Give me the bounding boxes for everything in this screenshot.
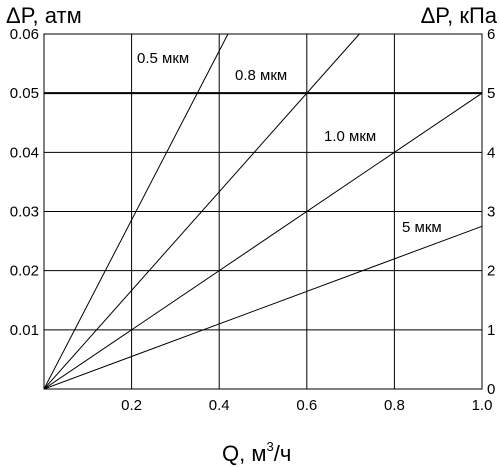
- series-label-0-8: 0.8 мкм: [235, 67, 287, 84]
- y-left-tick-label-5: 0.06: [10, 26, 39, 43]
- ticks: 0.2 0.4 0.6 0.8 1.00.010.020.030.040.050.060…: [10, 26, 496, 414]
- y-left-tick-label-1: 0.02: [10, 263, 39, 280]
- y-right-tick-label-6: 6: [487, 26, 495, 43]
- series-line-1-0: [43, 92, 483, 390]
- series-label-1-0: 1.0 мкм: [324, 128, 376, 145]
- plot-frame: [43, 33, 483, 390]
- y-right-tick-label-5: 5: [487, 85, 495, 102]
- series-label-0-5: 0.5 мкм: [137, 50, 189, 67]
- y-right-tick-label-3: 3: [487, 204, 495, 221]
- y-right-tick-label-2: 2: [487, 263, 495, 280]
- x-axis-title-suffix: /ч: [274, 441, 292, 466]
- series-line-0-8: [43, 33, 360, 390]
- x-axis-title-main: Q, м: [222, 441, 266, 466]
- y-right-tick-label-0: 0: [487, 381, 495, 398]
- y-left-tick-label-4: 0.05: [10, 85, 39, 102]
- x-axis-title: Q, м3/ч: [222, 439, 291, 466]
- grid: [44, 34, 482, 389]
- x-tick-label-3: 0.8: [384, 397, 405, 414]
- y-right-tick-label-1: 1: [487, 322, 495, 339]
- x-tick-label-1: 0.4: [209, 397, 230, 414]
- y-right-tick-label-4: 4: [487, 144, 495, 161]
- x-tick-label-4: 1.0: [472, 397, 493, 414]
- y-left-tick-label-2: 0.03: [10, 204, 39, 221]
- y-axis-right-title: ΔP, кПа: [421, 3, 498, 28]
- y-left-tick-label-0: 0.01: [10, 322, 39, 339]
- x-tick-label-0: 0.2: [121, 397, 142, 414]
- y-left-tick-label-3: 0.04: [10, 144, 39, 161]
- x-tick-label-2: 0.6: [296, 397, 317, 414]
- x-axis-title-sup: 3: [266, 439, 273, 454]
- series-group: 0.5 мкм 0.8 мкм 1.0 мкм 5 мкм: [43, 33, 483, 390]
- series-label-5: 5 мкм: [402, 219, 442, 236]
- series-line-0-5: [43, 33, 229, 390]
- series-line-5: [43, 225, 483, 390]
- y-axis-left-title: ΔP, атм: [6, 3, 82, 28]
